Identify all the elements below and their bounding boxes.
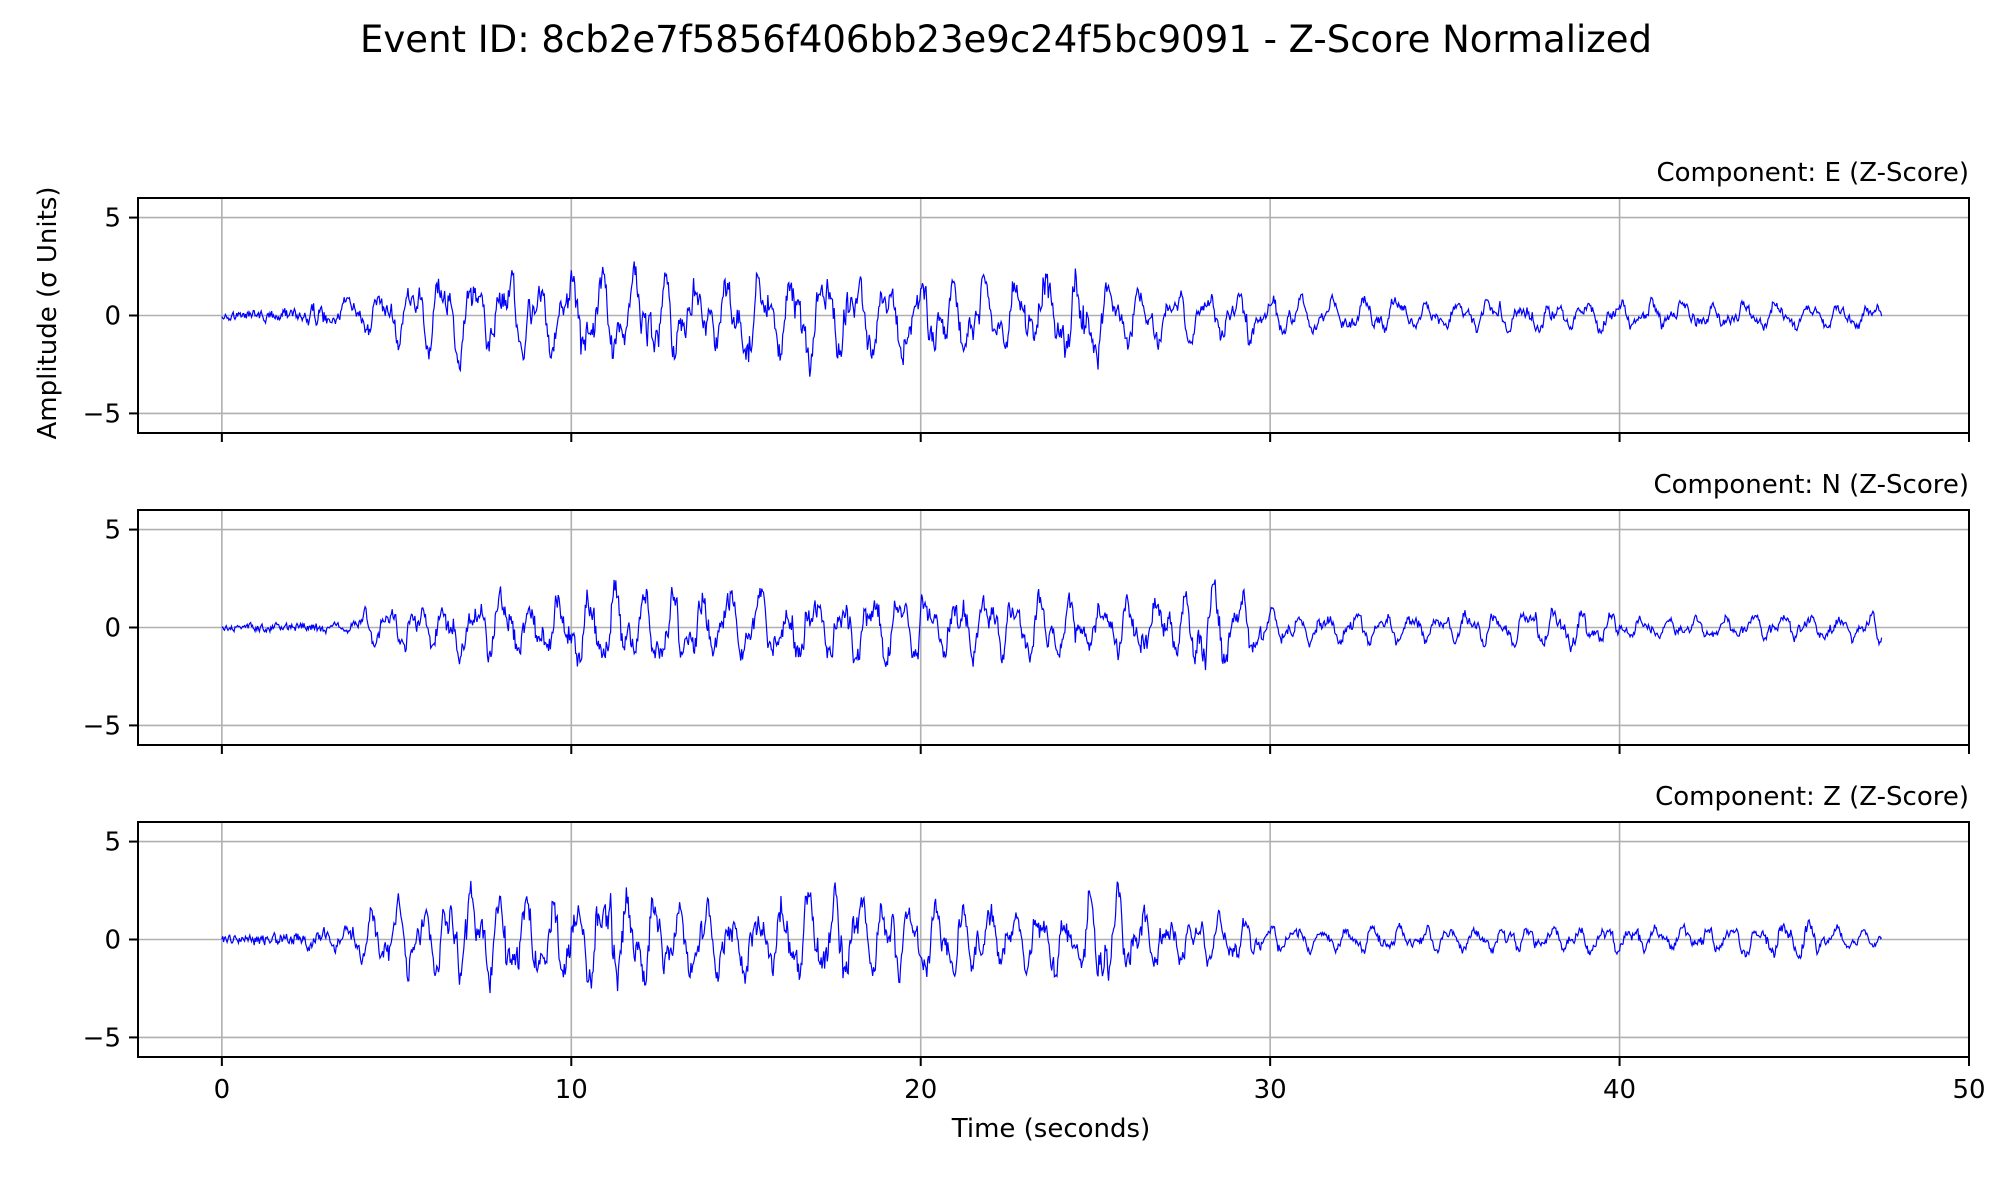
- y-tick-label: 0: [104, 302, 121, 332]
- waveform-e: [221, 261, 1883, 377]
- panel-e: 5 0 −5 Component: E (Z-Score): [83, 158, 1970, 442]
- waveform-n: [221, 579, 1883, 671]
- y-axis-label: Amplitude (σ Units): [33, 186, 63, 439]
- figure-title: Event ID: 8cb2e7f5856f406bb23e9c24f5bc90…: [360, 18, 1652, 61]
- x-tick-label: 0: [214, 1075, 231, 1105]
- panel-title: Component: N (Z-Score): [1653, 470, 1969, 500]
- panel-n: 5 0 −5 Component: N (Z-Score): [83, 470, 1970, 754]
- x-axis-label: Time (seconds): [951, 1114, 1150, 1144]
- x-tick-label: 50: [1952, 1075, 1985, 1105]
- y-tick-label: 5: [104, 204, 121, 234]
- waveform-z: [221, 880, 1883, 994]
- x-tick-label: 40: [1603, 1075, 1636, 1105]
- y-tick-label: 0: [104, 926, 121, 956]
- x-tick-label: 10: [555, 1075, 588, 1105]
- y-tick-label: 5: [104, 828, 121, 858]
- y-tick-label: −5: [83, 1023, 121, 1053]
- y-tick-label: 5: [104, 516, 121, 546]
- y-tick-label: −5: [83, 711, 121, 741]
- y-tick-label: −5: [83, 399, 121, 429]
- x-tick-label: 20: [904, 1075, 937, 1105]
- y-tick-label: 0: [104, 614, 121, 644]
- panel-title: Component: Z (Z-Score): [1655, 782, 1969, 812]
- panel-title: Component: E (Z-Score): [1656, 158, 1969, 188]
- x-tick-label: 30: [1254, 1075, 1287, 1105]
